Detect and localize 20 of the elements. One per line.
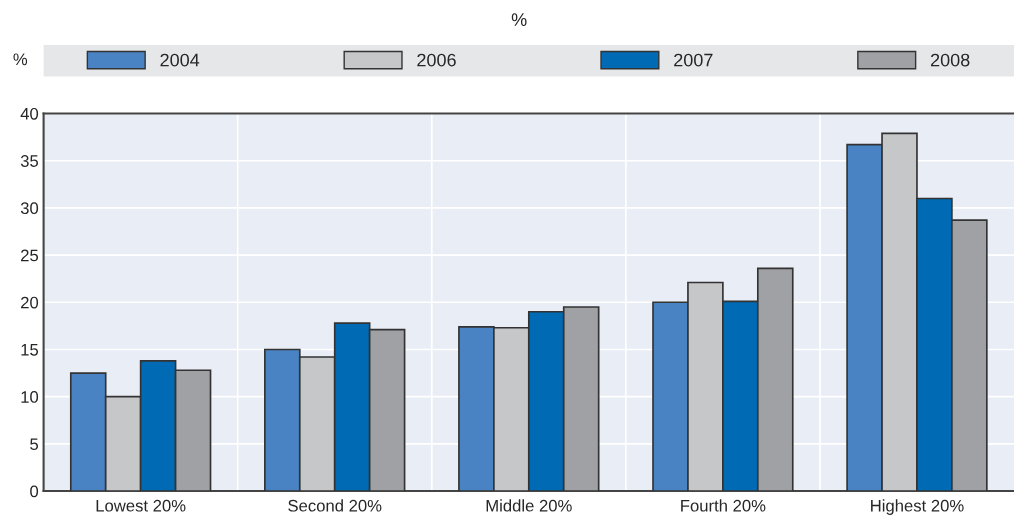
y-axis-title: % xyxy=(13,53,28,66)
y-tick-label: 40 xyxy=(20,107,39,120)
legend-label: 2008 xyxy=(930,53,970,67)
y-tick-label: 30 xyxy=(20,202,39,215)
legend-label: 2007 xyxy=(674,53,713,67)
x-tick-label: Second 20% xyxy=(288,499,382,512)
x-tick-label: Fourth 20% xyxy=(681,499,766,512)
legend-label: 2004 xyxy=(160,53,200,67)
y-tick-label: 0 xyxy=(30,485,39,498)
chart-subtitle: % xyxy=(511,13,527,26)
y-tick-label: 10 xyxy=(21,391,39,403)
legend-label: 2006 xyxy=(417,53,456,67)
y-tick-label: 5 xyxy=(30,438,39,451)
y-tick-label: 35 xyxy=(20,155,39,167)
x-tick-label: Middle 20% xyxy=(486,499,572,512)
x-tick-label: Lowest 20% xyxy=(96,499,186,512)
y-tick-label: 15 xyxy=(21,344,39,356)
y-tick-label: 20 xyxy=(21,296,39,309)
y-tick-label: 25 xyxy=(21,249,39,262)
x-tick-label: Highest 20% xyxy=(871,499,964,515)
